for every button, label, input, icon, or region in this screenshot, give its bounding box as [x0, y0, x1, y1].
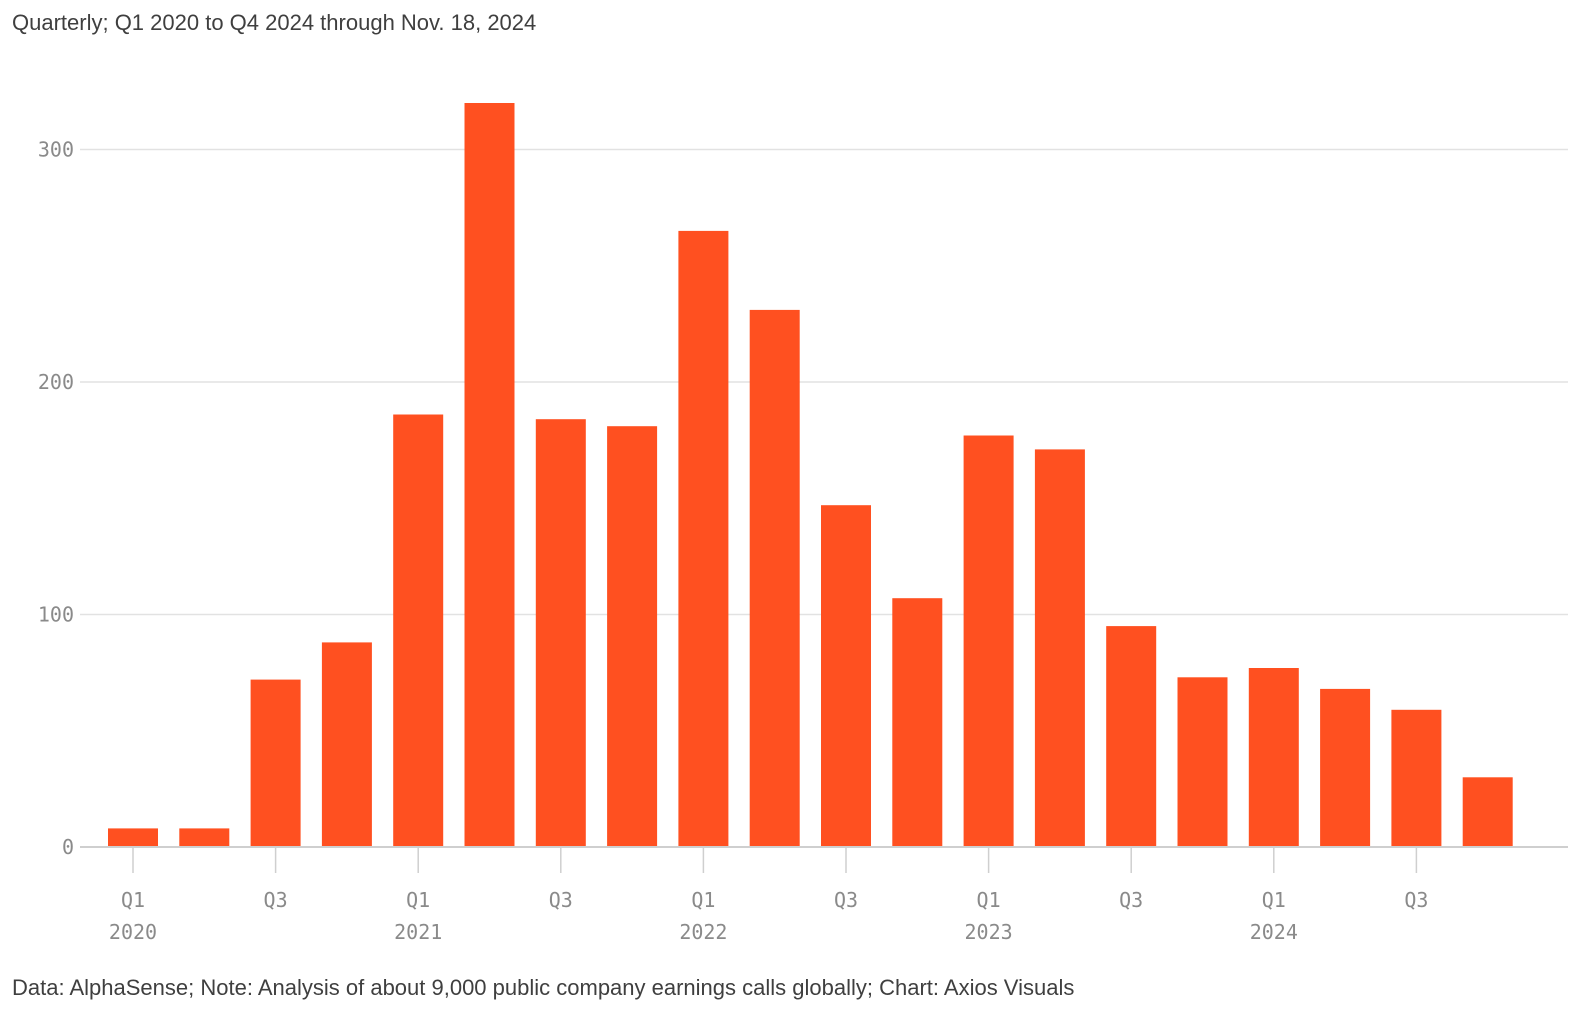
bar-q4-2024 — [1462, 777, 1513, 848]
x-tick-label: Q3 — [1404, 888, 1428, 912]
y-tick-label-300: 300 — [38, 138, 74, 162]
bar-q4-2020 — [321, 642, 372, 847]
bar-q1-2021 — [393, 414, 444, 847]
bar-q2-2020 — [179, 828, 230, 847]
chart-source-note: Data: AlphaSense; Note: Analysis of abou… — [12, 975, 1075, 1000]
chart-subtitle: Quarterly; Q1 2020 to Q4 2024 through No… — [12, 10, 537, 35]
bar-q2-2022 — [749, 309, 800, 847]
bar-q3-2024 — [1391, 709, 1442, 847]
x-tick-year-label: 2024 — [1250, 920, 1298, 944]
bar-q3-2023 — [1106, 626, 1157, 847]
bar-q2-2024 — [1320, 688, 1371, 847]
y-tick-label-200: 200 — [38, 370, 74, 394]
bar-q3-2020 — [250, 679, 301, 847]
x-tick-label: Q3 — [834, 888, 858, 912]
bar-q1-2020 — [108, 828, 158, 847]
bar-q1-2023 — [963, 435, 1014, 847]
x-tick-label: Q1 — [977, 888, 1001, 912]
bar-q2-2023 — [1034, 449, 1085, 847]
bar-chart: 0 100 200 300 Q1 2020 Q3 Q1 2021 Q3 Q1 2022 Q3 Q1 2023… — [38, 103, 1568, 944]
bar-q4-2022 — [892, 598, 943, 847]
bar-q2-2021 — [464, 103, 515, 847]
bar-q1-2022 — [678, 230, 729, 847]
bar-q1-2024 — [1248, 668, 1299, 847]
x-tick-label: Q3 — [549, 888, 573, 912]
x-tick-label: Q3 — [1119, 888, 1143, 912]
bar-layer — [108, 103, 1513, 848]
x-tick-label: Q3 — [264, 888, 288, 912]
bar-q3-2022 — [821, 505, 871, 847]
x-tick-label: Q1 — [691, 888, 715, 912]
bar-q3-2021 — [535, 419, 586, 847]
y-tick-label-0: 0 — [62, 835, 74, 859]
y-tick-label-100: 100 — [38, 603, 74, 627]
x-tick-year-label: 2020 — [109, 920, 157, 944]
bar-q4-2021 — [607, 426, 658, 847]
x-tick-year-label: 2022 — [679, 920, 727, 944]
axis-layer: 0 100 200 300 Q1 2020 Q3 Q1 2021 Q3 Q1 2022 Q3 Q1 2023… — [38, 138, 1568, 944]
x-tick-year-label: 2021 — [394, 920, 442, 944]
x-tick-label: Q1 — [406, 888, 430, 912]
x-tick-label: Q1 — [1262, 888, 1286, 912]
bar-q4-2023 — [1177, 677, 1228, 847]
x-tick-label: Q1 — [121, 888, 145, 912]
x-tick-year-label: 2023 — [965, 920, 1013, 944]
